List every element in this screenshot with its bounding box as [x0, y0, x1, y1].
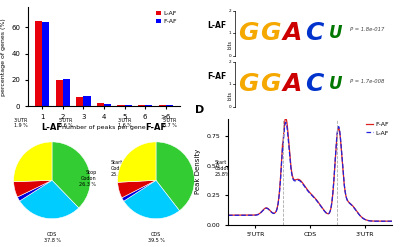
- Text: 1: 1: [228, 82, 231, 86]
- Wedge shape: [118, 180, 156, 198]
- L-AF: [244, 214, 248, 217]
- L-AF: [268, 210, 273, 213]
- Text: 1: 1: [228, 31, 231, 35]
- Text: 5'UTR
6.6 %: 5'UTR 6.6 %: [58, 118, 73, 128]
- Text: G: G: [238, 21, 258, 45]
- Text: CDS
37.8 %: CDS 37.8 %: [44, 232, 60, 243]
- Text: 0: 0: [228, 105, 231, 109]
- L-AF: [284, 121, 288, 124]
- F-AF: [342, 189, 347, 192]
- Text: G: G: [260, 72, 280, 97]
- Text: U: U: [329, 24, 343, 42]
- Text: F-AF: F-AF: [207, 72, 226, 81]
- L-AF: [296, 179, 301, 182]
- Text: U: U: [329, 76, 343, 93]
- F-AF: [284, 117, 288, 120]
- F-AF: [349, 203, 354, 206]
- Legend: L-AF, F-AF: L-AF, F-AF: [156, 11, 177, 24]
- Bar: [83, 96, 90, 106]
- Text: Stop
Codon
26.3 %: Stop Codon 26.3 %: [80, 170, 96, 187]
- Text: G: G: [238, 72, 258, 97]
- X-axis label: number of peaks per gene: number of peaks per gene: [62, 125, 146, 130]
- L-AF: [349, 204, 354, 206]
- Text: L-AF: L-AF: [207, 21, 226, 30]
- Wedge shape: [122, 180, 156, 201]
- Bar: [159, 105, 166, 106]
- F-AF: [268, 210, 273, 213]
- L-AF: [390, 220, 394, 223]
- L-AF: [226, 214, 230, 217]
- Text: 2: 2: [228, 9, 231, 13]
- Text: 2: 2: [228, 60, 231, 64]
- Text: 5'UTR
6.7 %: 5'UTR 6.7 %: [162, 118, 177, 128]
- Text: G: G: [260, 21, 280, 45]
- Text: D: D: [195, 105, 204, 115]
- Wedge shape: [18, 180, 52, 201]
- Bar: [56, 80, 63, 106]
- Legend: F-AF, L-AF: F-AF, L-AF: [366, 122, 389, 136]
- Wedge shape: [14, 142, 52, 182]
- Bar: [35, 21, 42, 106]
- Bar: [76, 97, 83, 106]
- Text: 3'UTR
1.6 %: 3'UTR 1.6 %: [118, 118, 132, 128]
- Wedge shape: [156, 142, 194, 211]
- Text: B: B: [190, 0, 198, 1]
- Bar: [97, 103, 104, 106]
- Text: bits: bits: [228, 91, 232, 100]
- Title: F-AF: F-AF: [146, 123, 166, 132]
- Text: P = 1.8e-017: P = 1.8e-017: [350, 27, 384, 32]
- Text: Start
Codon
25.6%: Start Codon 25.6%: [110, 161, 126, 177]
- F-AF: [226, 214, 230, 217]
- Text: 0: 0: [228, 54, 231, 58]
- Wedge shape: [118, 142, 156, 182]
- L-AF: [367, 219, 372, 222]
- Text: A: A: [282, 21, 302, 45]
- Text: bits: bits: [228, 40, 232, 49]
- Wedge shape: [52, 142, 90, 208]
- F-AF: [244, 214, 248, 217]
- F-AF: [390, 220, 394, 223]
- Y-axis label: percentage of genes (%): percentage of genes (%): [1, 18, 6, 96]
- Wedge shape: [20, 180, 79, 219]
- Text: P = 1.7e-008: P = 1.7e-008: [350, 79, 384, 83]
- Bar: [125, 105, 132, 106]
- Bar: [145, 105, 152, 106]
- Bar: [104, 103, 111, 106]
- Wedge shape: [124, 180, 180, 219]
- Bar: [118, 105, 125, 106]
- Bar: [42, 22, 49, 106]
- Y-axis label: Peak Density: Peak Density: [195, 149, 201, 194]
- Text: A: A: [282, 72, 302, 97]
- Bar: [166, 105, 173, 106]
- Text: Start
Codon
25.8%: Start Codon 25.8%: [214, 161, 230, 177]
- Text: C: C: [305, 72, 323, 97]
- Text: 3'UTR
1.9 %: 3'UTR 1.9 %: [14, 118, 28, 128]
- Title: L-AF: L-AF: [42, 123, 62, 132]
- L-AF: [342, 189, 347, 192]
- F-AF: [367, 219, 372, 222]
- Text: C: C: [305, 21, 323, 45]
- F-AF: [296, 178, 301, 181]
- Bar: [138, 105, 145, 106]
- Line: L-AF: L-AF: [228, 123, 392, 221]
- Bar: [63, 79, 70, 106]
- Text: CDS
39.5 %: CDS 39.5 %: [148, 232, 164, 243]
- Line: F-AF: F-AF: [228, 118, 392, 221]
- Wedge shape: [14, 180, 52, 197]
